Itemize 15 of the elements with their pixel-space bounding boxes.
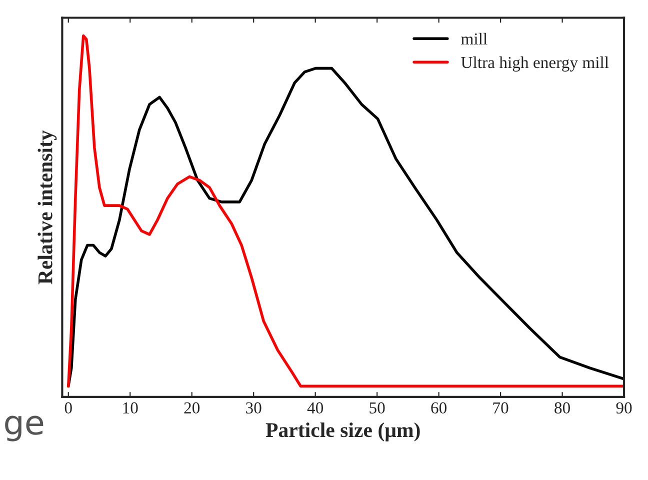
x-tick-label: 30 (246, 402, 262, 414)
x-tick-label: 10 (123, 402, 138, 414)
x-tick-label: 80 (554, 402, 570, 414)
legend-label: mill (461, 32, 488, 44)
x-tick-label: 70 (493, 402, 508, 414)
legend-label: Ultra high energy mill (461, 56, 609, 72)
x-tick-label: 60 (431, 402, 447, 414)
x-tick-label: 50 (370, 402, 385, 414)
x-tick-label: 0 (64, 402, 72, 414)
x-tick-label: 90 (616, 402, 632, 414)
x-axis-title: Particle size (μm) (266, 422, 420, 442)
text: ge (5, 416, 44, 442)
y-axis-title: Relative intensity (38, 130, 57, 284)
x-tick-label: 20 (184, 402, 200, 414)
x-tick-label: 40 (307, 402, 324, 414)
